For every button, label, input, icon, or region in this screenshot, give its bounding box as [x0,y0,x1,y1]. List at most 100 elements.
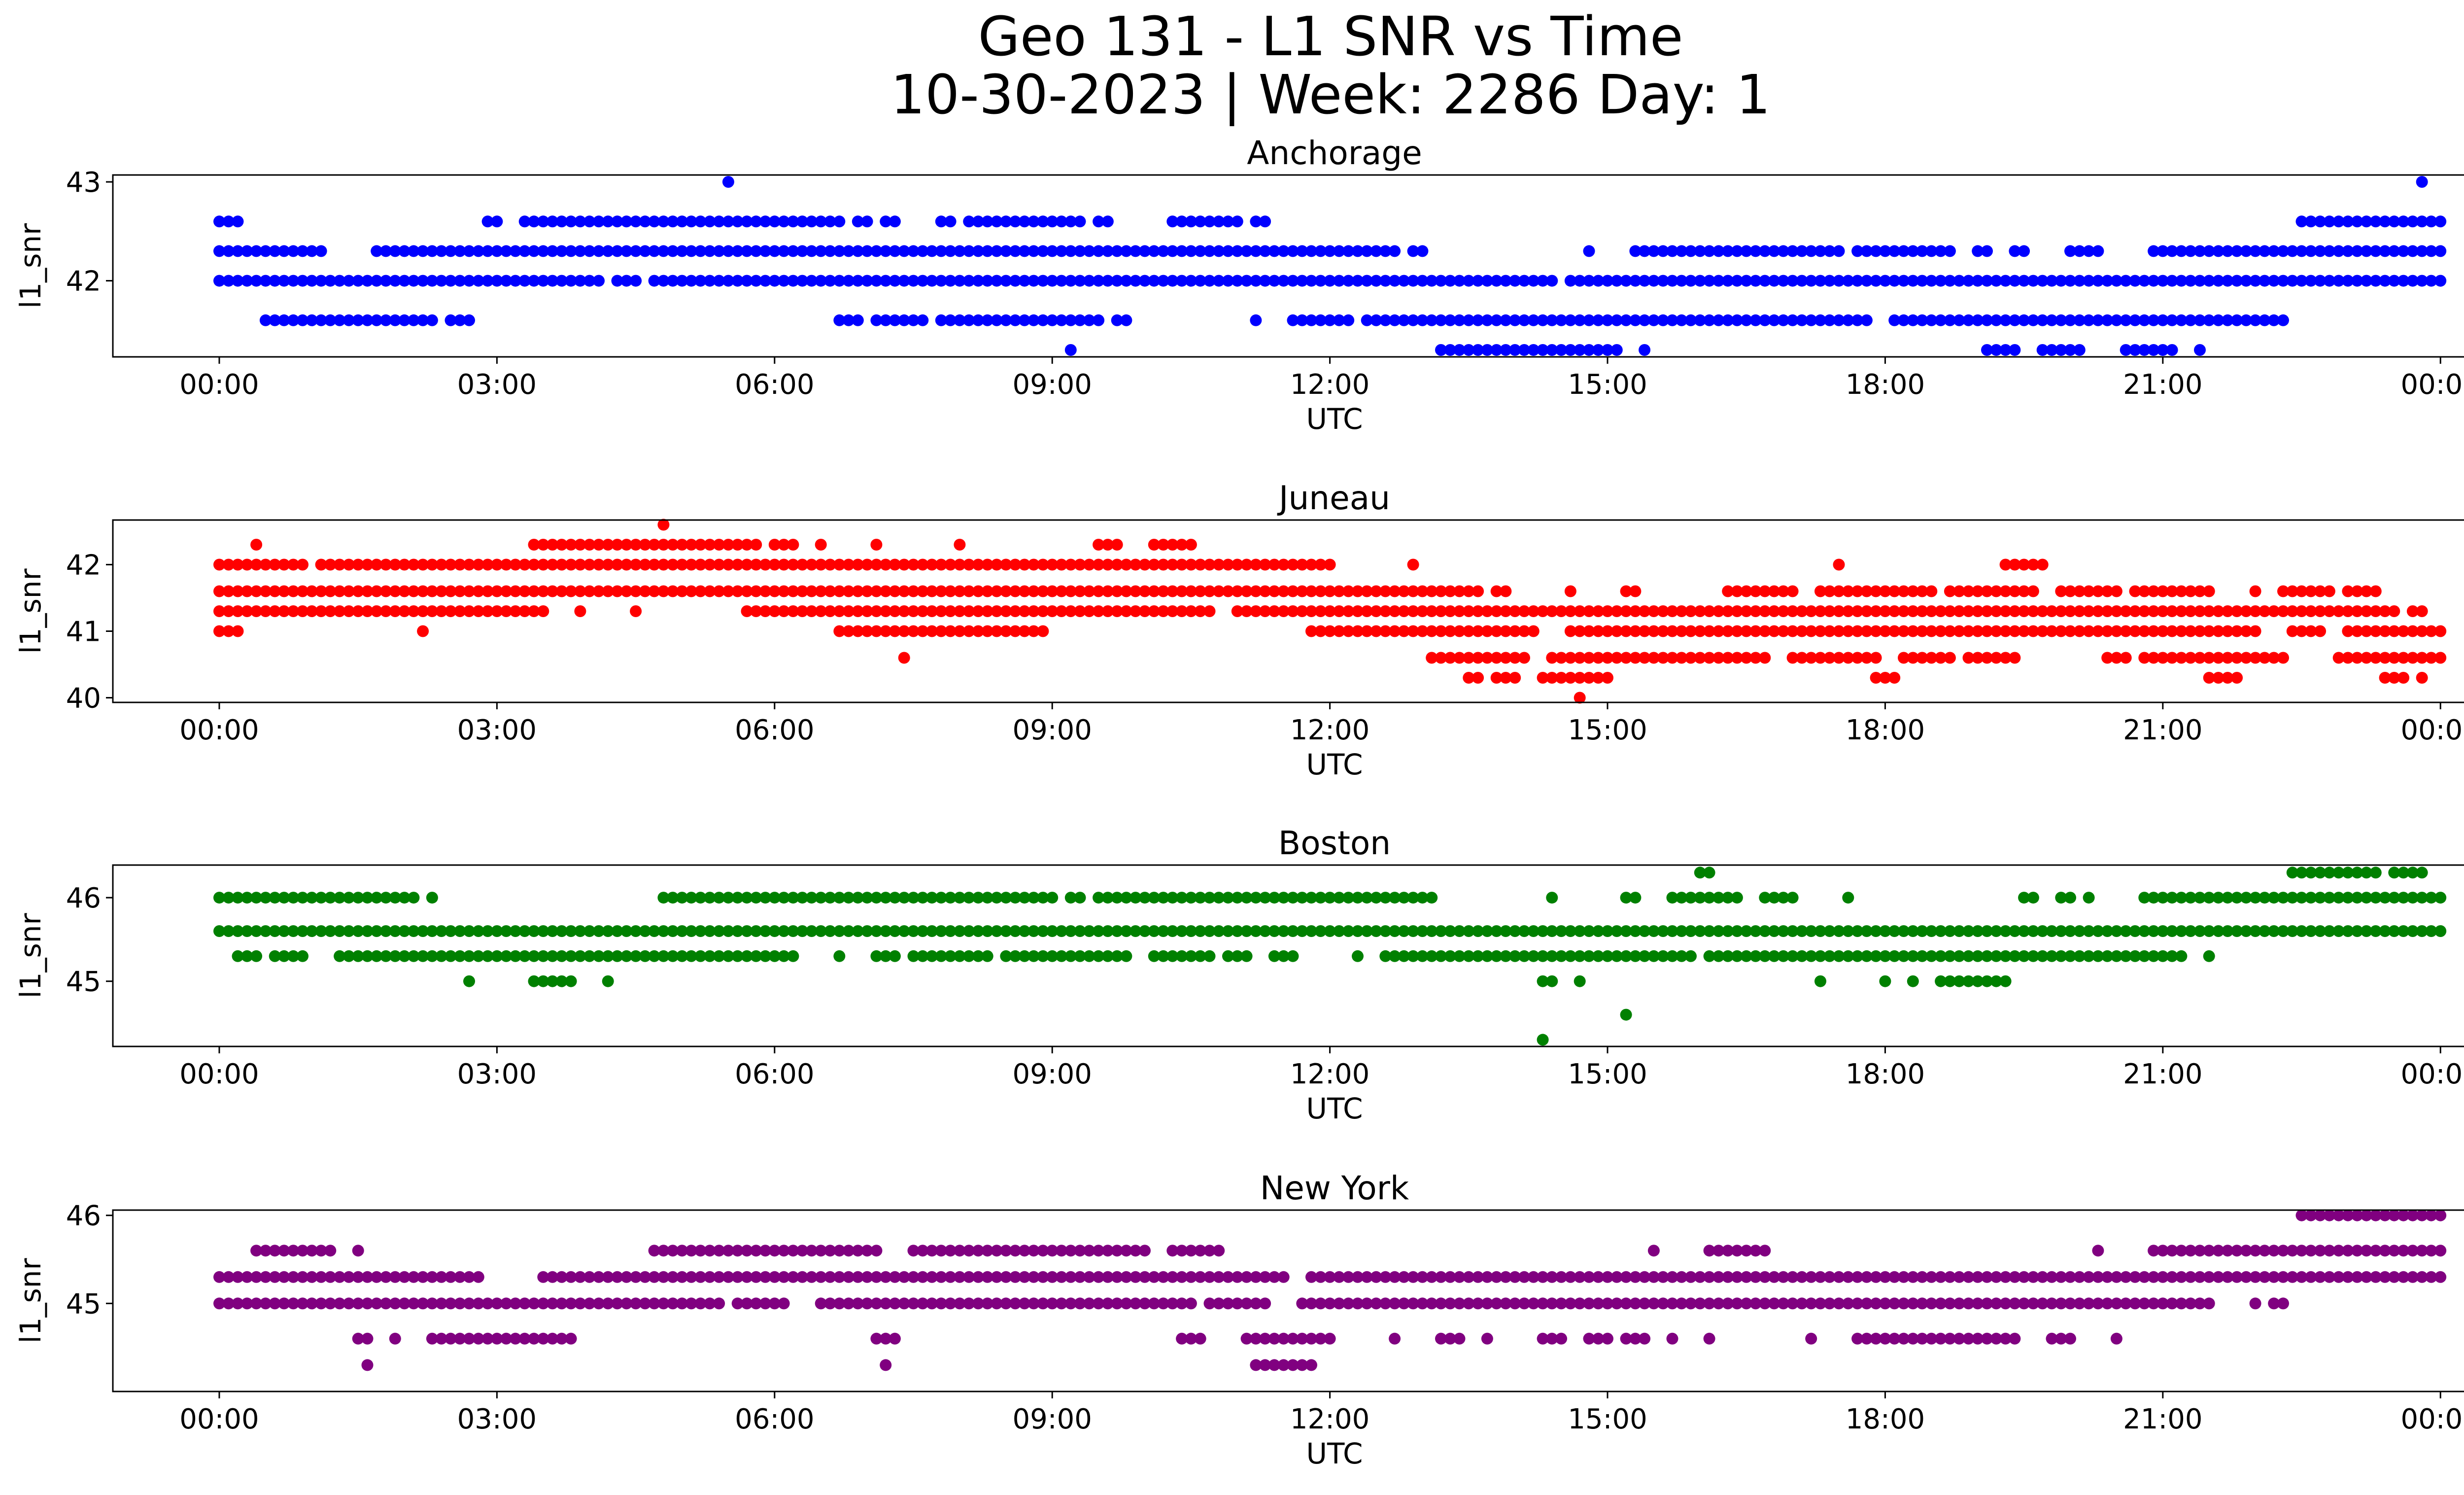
data-point [620,925,633,937]
data-point [2240,245,2252,257]
data-point [2148,892,2160,904]
data-point [1009,585,1022,597]
data-point [1972,925,1984,937]
data-point [2434,652,2447,664]
data-point [259,1245,272,1257]
data-point [2342,275,2354,287]
data-point [361,1297,374,1310]
data-point [1074,314,1086,326]
data-point [1268,275,1280,287]
data-point [297,605,308,617]
x-tick-label: 09:00 [1013,1403,1092,1435]
data-point [2397,1209,2410,1221]
data-point [611,925,623,937]
data-point [454,1297,466,1310]
data-point [1000,275,1012,287]
data-point [1370,245,1382,257]
data-point [1610,605,1623,617]
data-point [722,1245,734,1257]
data-point [1500,605,1512,617]
data-point [1342,585,1355,597]
data-point [1805,1271,1817,1283]
data-point [1268,585,1280,597]
data-point [1222,275,1234,287]
data-point [1833,245,1845,257]
data-point [1870,275,1882,287]
data-point [445,925,457,937]
data-point [1592,605,1605,617]
data-point [2148,605,2160,617]
data-point [1046,558,1059,571]
data-point [1194,1332,1206,1345]
data-point [1740,625,1752,637]
data-point [2222,1245,2234,1257]
data-point [2369,925,2382,937]
data-point [2009,558,2021,571]
data-point [796,925,809,937]
data-point [2046,925,2058,937]
data-point [2055,625,2067,637]
data-point [2397,867,2410,879]
data-point [1777,892,1789,904]
data-point [852,925,864,937]
data-point [2138,925,2151,937]
data-point [259,558,272,571]
data-point [852,314,864,326]
data-point [342,950,355,962]
data-point [380,925,392,937]
data-point [1972,950,1984,962]
data-point [1481,652,1493,664]
data-point [972,314,984,326]
data-point [1990,314,2002,326]
axes-frame [112,174,2464,358]
data-point [287,605,300,617]
data-point [2185,892,2197,904]
data-point [2018,314,2030,326]
data-point [2138,344,2151,356]
data-point [1435,314,1447,326]
data-point [2064,1332,2076,1345]
data-point [676,539,688,551]
data-point [1546,344,1558,356]
data-point [1296,605,1308,617]
data-point [1962,625,1975,637]
data-point [1731,275,1743,287]
x-axis-label: UTC [1306,402,1363,436]
data-point [555,539,568,551]
data-point [1620,625,1632,637]
x-tick-label: 15:00 [1568,714,1647,746]
data-point [1731,1245,1743,1257]
data-point [861,558,873,571]
data-point [2185,1245,2197,1257]
data-point [805,245,818,257]
data-point [1370,625,1382,637]
data-point [2009,925,2021,937]
data-point [2064,625,2076,637]
data-point [1777,925,1789,937]
data-point [676,1245,688,1257]
data-point [1287,1359,1299,1371]
data-point [2092,925,2104,937]
data-point [2175,652,2188,664]
data-point [2156,1245,2169,1257]
data-point [1796,625,1808,637]
data-point [1000,625,1012,637]
data-point [731,950,744,962]
data-point [889,314,901,326]
data-point [2222,652,2234,664]
data-point [889,625,901,637]
data-point [741,605,753,617]
data-point [2120,950,2132,962]
data-point [1759,1271,1771,1283]
data-point [1018,625,1030,637]
data-point [2212,1271,2224,1283]
panel-title: Juneau [1277,479,1390,517]
data-point [1157,539,1169,551]
data-point [315,1245,327,1257]
data-point [398,1297,411,1310]
data-point [500,925,513,937]
data-point [1981,950,1993,962]
data-point [371,275,383,287]
data-point [1370,585,1382,597]
